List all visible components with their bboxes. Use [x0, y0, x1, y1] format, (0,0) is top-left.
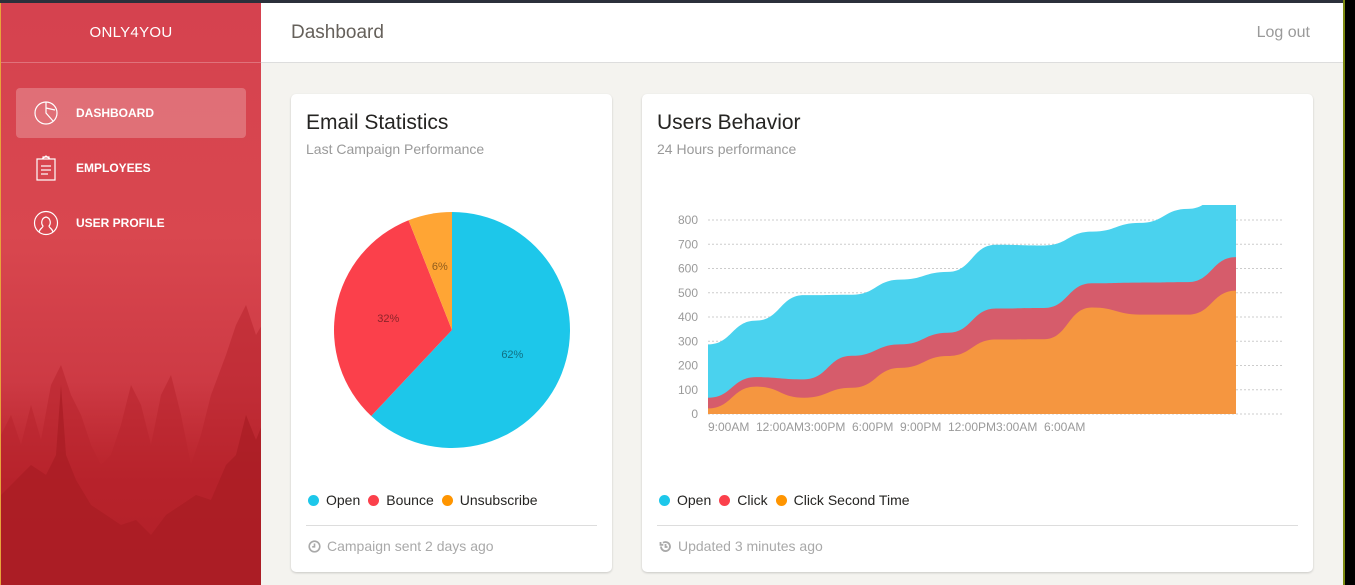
- legend-dot-icon: [775, 494, 787, 506]
- top-navbar: Dashboard Log out: [261, 3, 1343, 63]
- x-tick-label: 12:00PM: [948, 420, 996, 434]
- x-tick-label: 9:00AM: [708, 420, 749, 434]
- legend-dot-icon: [719, 494, 731, 506]
- page-title: Dashboard: [291, 21, 384, 43]
- x-tick-label: 3:00AM: [996, 420, 1037, 434]
- y-tick-label: 400: [678, 310, 698, 324]
- y-tick-label: 600: [678, 262, 698, 276]
- sidebar-nav: DASHBOARD EMPLOYEES USER PROFILE: [1, 63, 261, 248]
- chart-legend: Open Click Click Second Time: [659, 492, 918, 508]
- clipboard-icon: [36, 155, 56, 181]
- x-tick-label: 9:00PM: [900, 420, 941, 434]
- x-tick-label: 6:00AM: [1044, 420, 1085, 434]
- sidebar-item-user-profile[interactable]: USER PROFILE: [16, 198, 246, 248]
- pie-data-label: 62%: [501, 349, 523, 361]
- area-series-click-second-time: [708, 290, 1236, 414]
- window-top-bar: [0, 0, 1343, 3]
- brand-logo[interactable]: ONLY4YOU: [1, 3, 261, 63]
- legend-item-open: Open: [308, 492, 360, 508]
- screen-edge: [1343, 0, 1355, 585]
- y-tick-label: 200: [678, 359, 698, 373]
- card-footer-divider: [306, 525, 597, 526]
- sidebar: ONLY4YOU DASHBOARD EMPLOYEES: [0, 3, 261, 585]
- email-statistics-card: Email Statistics Last Campaign Performan…: [291, 94, 612, 572]
- x-tick-label: 3:00PM: [804, 420, 845, 434]
- card-title: Email Statistics: [306, 111, 449, 134]
- sidebar-item-label: USER PROFILE: [76, 216, 165, 230]
- legend-item-open: Open: [659, 492, 711, 508]
- main-panel: Dashboard Log out Email Statistics Last …: [261, 3, 1343, 585]
- y-tick-label: 500: [678, 286, 698, 300]
- legend-item-click: Click: [719, 492, 768, 508]
- card-footer-stats: Campaign sent 2 days ago: [308, 538, 494, 554]
- logout-link[interactable]: Log out: [1256, 23, 1310, 41]
- users-behavior-card: Users Behavior 24 Hours performance 0 100…: [642, 94, 1313, 572]
- x-tick-label: 6:00PM: [852, 420, 893, 434]
- x-tick-label: 12:00AM: [756, 420, 804, 434]
- sidebar-item-dashboard[interactable]: DASHBOARD: [16, 88, 246, 138]
- forest-background-image: [1, 305, 261, 585]
- card-title: Users Behavior: [657, 111, 801, 134]
- pie-chart-icon: [34, 101, 58, 125]
- clock-icon: [308, 539, 321, 553]
- pie-slice-open: [371, 212, 570, 448]
- user-icon: [33, 210, 59, 236]
- pie-slice-bounce: [334, 220, 452, 417]
- card-footer-divider: [657, 525, 1298, 526]
- y-tick-label: 100: [678, 383, 698, 397]
- legend-dot-icon: [659, 494, 670, 506]
- sidebar-item-label: DASHBOARD: [76, 106, 154, 120]
- legend-item-bounce: Bounce: [368, 492, 434, 508]
- y-tick-label: 800: [678, 213, 698, 227]
- y-tick-label: 0: [691, 407, 698, 421]
- pie-chart: 62% 32% 6%: [334, 212, 570, 448]
- card-footer-stats: Updated 3 minutes ago: [659, 538, 823, 554]
- y-tick-label: 300: [678, 334, 698, 348]
- card-subtitle: 24 Hours performance: [657, 141, 797, 157]
- legend-item-unsubscribe: Unsubscribe: [441, 492, 538, 508]
- history-icon: [659, 540, 671, 552]
- pie-data-label: 6%: [432, 261, 448, 273]
- sidebar-item-employees[interactable]: EMPLOYEES: [16, 143, 246, 193]
- legend-dot-icon: [308, 494, 319, 506]
- chart-legend: Open Bounce Unsubscribe: [308, 492, 546, 508]
- legend-dot-icon: [368, 494, 380, 506]
- y-tick-label: 700: [678, 237, 698, 251]
- pie-data-label: 32%: [377, 313, 399, 325]
- pie-slice-unsubscribe: [408, 212, 452, 330]
- sidebar-item-label: EMPLOYEES: [76, 161, 151, 175]
- legend-item-click-second-time: Click Second Time: [775, 492, 910, 508]
- legend-dot-icon: [441, 494, 453, 506]
- card-subtitle: Last Campaign Performance: [306, 141, 485, 157]
